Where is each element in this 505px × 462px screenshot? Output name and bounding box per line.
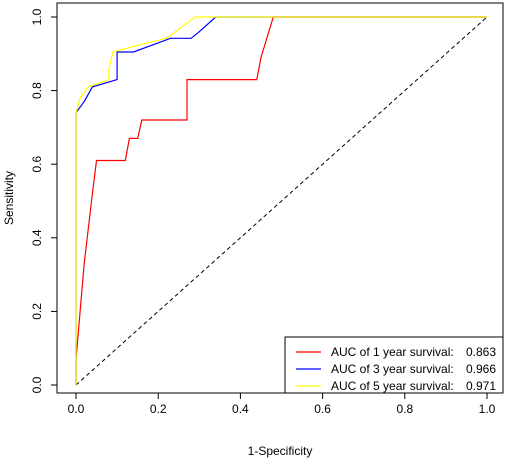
y-tick-label: 0.2 [30, 303, 44, 320]
x-tick-label: 0.8 [396, 402, 413, 416]
y-axis-title: Sensitivity [2, 171, 16, 225]
legend-box [284, 336, 504, 394]
reference-diagonal-line [75, 16, 488, 386]
x-tick-label: 0.0 [68, 402, 85, 416]
legend-label: AUC of 1 year survival: [331, 345, 454, 359]
legend-auc-value: 0.863 [466, 345, 496, 359]
legend: AUC of 1 year survival: 0.863 AUC of 3 yea… [284, 336, 504, 394]
x-tick-label: 0.6 [314, 402, 331, 416]
legend-label: AUC of 3 year survival: [331, 362, 454, 376]
roc-curve-series-2 [75, 16, 487, 385]
roc-curve-series-3 [75, 16, 487, 385]
x-tick-label: 0.2 [150, 402, 167, 416]
x-tick-label: 1.0 [479, 402, 496, 416]
y-tick-label: 0.8 [30, 82, 44, 99]
roc-curve-series-1 [75, 16, 487, 385]
legend-auc-value: 0.966 [466, 362, 496, 376]
y-tick-label: 1.0 [30, 8, 44, 25]
series-layer [75, 16, 487, 385]
y-tick-label: 0.0 [30, 376, 44, 393]
x-axis-title: 1-Specificity [248, 444, 313, 458]
plot-frame [56, 2, 504, 394]
x-tick-label: 0.4 [232, 402, 249, 416]
y-tick-label: 0.4 [30, 229, 44, 246]
y-tick-label: 0.6 [30, 156, 44, 173]
axes: 0.0 0.2 0.4 0.6 0.8 1.0 0.0 0.2 0.4 0.6 0.8 1.0 [30, 8, 496, 416]
legend-label: AUC of 5 year survival: [331, 379, 454, 393]
legend-auc-value: 0.971 [466, 379, 496, 393]
